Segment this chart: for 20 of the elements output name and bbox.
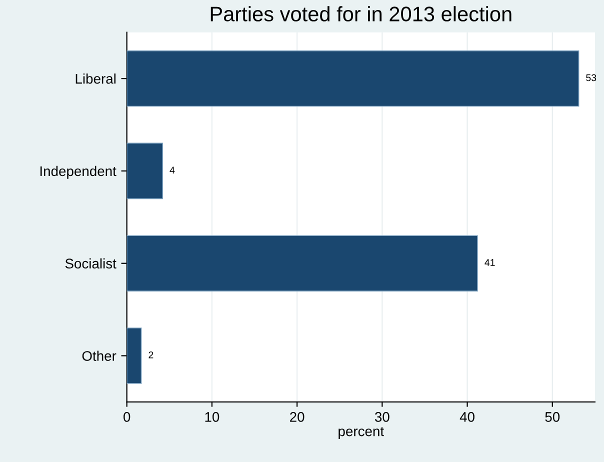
chart-title: Parties voted for in 2013 election bbox=[210, 6, 512, 22]
bar bbox=[126, 50, 580, 107]
bar bbox=[126, 142, 164, 200]
data-label: 41 bbox=[484, 259, 495, 266]
data-label: 2 bbox=[148, 351, 154, 358]
data-label: 4 bbox=[170, 166, 175, 174]
y-tick-label: Liberal bbox=[76, 74, 116, 84]
x-tick-label: 10 bbox=[205, 412, 220, 422]
y-tick-label: Independent bbox=[40, 166, 116, 179]
y-tick-label: Other bbox=[82, 350, 116, 361]
x-axis-title: percent bbox=[338, 427, 384, 439]
x-tick-label: 40 bbox=[460, 412, 474, 422]
x-tick-label: 50 bbox=[545, 412, 560, 422]
x-tick-label: 20 bbox=[290, 412, 304, 422]
bar bbox=[126, 235, 478, 292]
y-tick-label: Socialist bbox=[65, 258, 116, 269]
x-tick-label: 0 bbox=[124, 412, 130, 422]
x-tick-label: 30 bbox=[374, 412, 390, 422]
data-label: 53 bbox=[586, 74, 596, 82]
bar bbox=[126, 328, 142, 384]
